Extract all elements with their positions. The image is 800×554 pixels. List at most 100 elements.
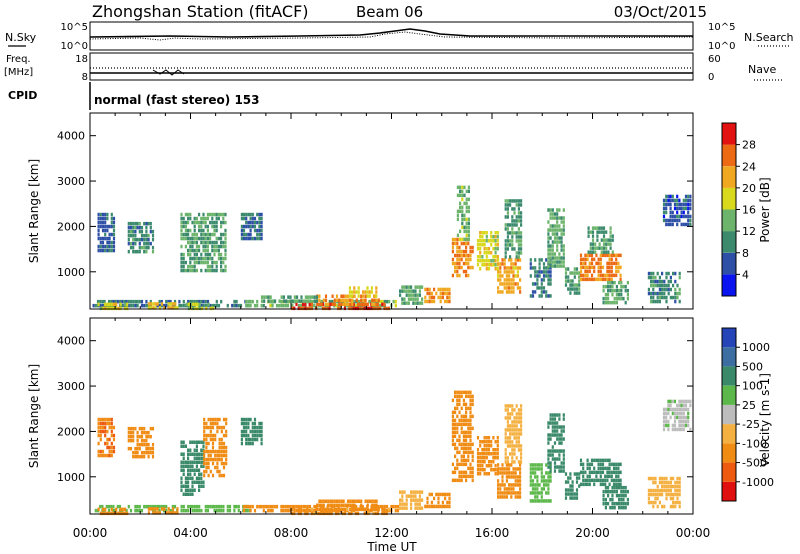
velocity-cell — [604, 474, 607, 479]
power-cell — [163, 306, 166, 310]
power-cell — [129, 241, 133, 246]
velocity-cell — [441, 492, 444, 497]
power-cell — [132, 241, 135, 246]
power-cell — [357, 299, 360, 304]
velocity-cell — [112, 445, 116, 450]
power-cell — [134, 241, 137, 246]
velocity-cell — [597, 478, 600, 483]
velocity-cell — [582, 482, 585, 487]
velocity-cell — [191, 488, 194, 492]
power-cell — [184, 268, 187, 273]
velocity-cell — [520, 428, 523, 432]
power-cell — [547, 274, 550, 278]
velocity-cell — [497, 491, 500, 495]
power-cell — [671, 218, 674, 223]
power-cell — [145, 229, 148, 234]
velocity-cell — [615, 466, 618, 471]
power-cell — [515, 203, 518, 207]
power-cell — [562, 224, 565, 228]
power-cell — [299, 306, 302, 311]
velocity-cell — [209, 457, 212, 462]
power-cell — [540, 294, 543, 298]
power-cell — [497, 278, 500, 282]
velocity-cell — [421, 498, 424, 502]
power-cell — [584, 265, 587, 270]
power-cell — [676, 202, 679, 207]
velocity-cell — [556, 425, 559, 429]
velocity-cell — [536, 495, 539, 499]
power-cell — [165, 299, 168, 304]
velocity-cell — [654, 476, 657, 481]
velocity-cell — [381, 507, 384, 512]
velocity-cell — [510, 495, 513, 499]
power-cell — [456, 241, 459, 246]
power-cell — [611, 234, 614, 238]
velocity-cell — [351, 503, 354, 507]
power-cell — [540, 282, 543, 286]
power-cell — [198, 260, 201, 265]
power-cell — [101, 299, 104, 304]
power-cell — [465, 189, 468, 194]
velocity-cell — [547, 499, 550, 503]
power-cell — [676, 194, 679, 199]
velocity-cell — [494, 456, 497, 460]
power-cell — [247, 299, 250, 304]
velocity-cell — [428, 504, 431, 509]
power-cell — [180, 236, 183, 241]
velocity-cell — [207, 457, 210, 462]
power-cell — [610, 273, 613, 278]
velocity-cell — [220, 441, 223, 446]
power-cell — [286, 303, 290, 308]
velocity-cell — [622, 489, 625, 494]
velocity-cell — [256, 437, 259, 442]
velocity-cell — [536, 499, 539, 503]
x-tick-label: 08:00 — [274, 526, 309, 540]
power-cell — [598, 226, 601, 230]
velocity-cell — [494, 472, 497, 476]
power-cell — [204, 224, 207, 229]
velocity-cell — [381, 511, 384, 516]
velocity-cell — [465, 414, 468, 419]
velocity-cell — [654, 480, 657, 485]
velocity-cell — [209, 453, 212, 458]
velocity-cell — [469, 394, 472, 399]
power-cell — [169, 299, 172, 304]
power-cell — [196, 302, 199, 307]
velocity-cell — [240, 441, 243, 446]
velocity-cell — [198, 504, 201, 509]
velocity-cell — [684, 419, 688, 424]
velocity-cell — [656, 492, 659, 497]
power-cell — [517, 199, 520, 203]
velocity-cell — [505, 467, 508, 471]
velocity-cell — [673, 399, 677, 404]
power-cell — [385, 299, 389, 304]
velocity-cell — [399, 498, 402, 502]
velocity-cell — [471, 474, 474, 479]
power-cell — [178, 299, 181, 304]
velocity-cell — [571, 492, 574, 496]
velocity-cell — [619, 462, 622, 467]
velocity-cell — [344, 503, 347, 507]
power-cell — [143, 249, 146, 254]
power-cell — [92, 303, 95, 308]
power-cell — [469, 249, 472, 254]
velocity-cell — [110, 507, 113, 512]
velocity-cell — [162, 504, 166, 509]
power-cell — [479, 243, 482, 247]
velocity-cell — [193, 448, 196, 452]
power-cell — [456, 261, 459, 266]
power-cell — [569, 279, 572, 283]
velocity-cell — [108, 449, 111, 454]
velocity-cell — [485, 440, 488, 444]
velocity-cell — [112, 508, 115, 513]
power-cell — [401, 297, 404, 301]
velocity-cell — [469, 434, 472, 439]
velocity-cell — [617, 470, 620, 475]
velocity-cell — [517, 420, 520, 424]
velocity-cell — [251, 433, 254, 438]
power-cell — [245, 303, 248, 308]
velocity-cell — [426, 496, 429, 501]
power-cell — [458, 261, 461, 266]
velocity-cell — [479, 460, 482, 464]
power-cell — [149, 229, 152, 234]
